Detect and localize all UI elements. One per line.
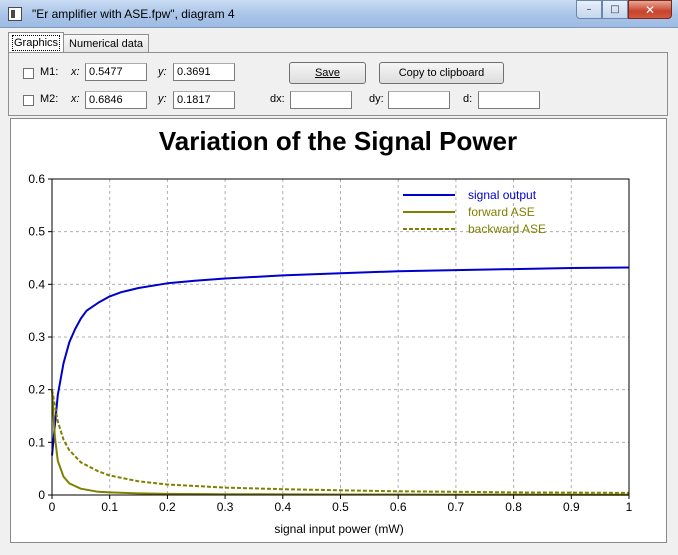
m1-x-field[interactable]: 0.5477 xyxy=(85,63,147,81)
plot-area[interactable] xyxy=(51,178,630,496)
tab-graphics[interactable]: Graphics xyxy=(8,32,65,52)
maximize-button[interactable]: □ xyxy=(602,0,628,19)
m2-y-field[interactable]: 0.1817 xyxy=(173,91,235,109)
chart-grid xyxy=(52,179,629,495)
y-tick-label: 0.1 xyxy=(28,435,45,449)
y-tick-label: 0.2 xyxy=(28,383,45,397)
x-tick-label: 1 xyxy=(626,500,633,514)
y-tick-label: 0.3 xyxy=(28,330,45,344)
copy-button-label: Copy to clipboard xyxy=(398,67,485,79)
x-tick-label: 0.7 xyxy=(448,500,465,514)
m2-y-label: y: xyxy=(158,93,167,105)
series-line-2 xyxy=(51,389,630,496)
window-controls: – □ ✕ xyxy=(576,0,672,20)
series-line-3 xyxy=(51,389,630,494)
x-tick-label: 0.3 xyxy=(217,500,234,514)
chart-series xyxy=(51,266,630,496)
legend-label: signal output xyxy=(468,188,537,202)
tab-bar: Graphics Numerical data xyxy=(8,32,150,52)
dy-field[interactable] xyxy=(388,91,450,109)
y-tick-label: 0.5 xyxy=(28,225,45,239)
close-button[interactable]: ✕ xyxy=(628,0,672,19)
x-tick-label: 0.9 xyxy=(563,500,580,514)
x-tick-label: 0.1 xyxy=(101,500,118,514)
legend-label: backward ASE xyxy=(468,222,546,236)
minimize-button[interactable]: – xyxy=(576,0,602,19)
dy-label: dy: xyxy=(369,93,384,105)
m2-checkbox[interactable] xyxy=(23,95,34,106)
y-tick-label: 0 xyxy=(38,488,45,502)
chart-panel: Variation of the Signal Power 0 0.1 0.2 0.3… xyxy=(10,118,667,543)
x-tick-label: 0.6 xyxy=(390,500,407,514)
chart-title: Variation of the Signal Power xyxy=(159,126,517,156)
x-tick-label: 0.5 xyxy=(332,500,349,514)
x-tick-label: 0.8 xyxy=(505,500,522,514)
chart-legend: signal output forward ASE backward ASE xyxy=(403,188,546,236)
m1-checkbox[interactable] xyxy=(23,68,34,79)
m2-x-label: x: xyxy=(71,93,80,105)
title-bar[interactable]: "Er amplifier with ASE.fpw", diagram 4 –… xyxy=(0,0,678,28)
tab-numerical-data-label: Numerical data xyxy=(69,37,144,50)
m1-y-field[interactable]: 0.3691 xyxy=(173,63,235,81)
series-line-1 xyxy=(51,266,630,456)
x-axis-label: signal input power (mW) xyxy=(274,522,403,536)
d-field[interactable] xyxy=(478,91,540,109)
save-button-label: Save xyxy=(314,67,341,79)
legend-label: forward ASE xyxy=(468,205,535,219)
window-title: "Er amplifier with ASE.fpw", diagram 4 xyxy=(32,7,235,21)
y-tick-label: 0.4 xyxy=(28,277,45,291)
y-tick-label: 0.6 xyxy=(28,172,45,186)
chart-svg: Variation of the Signal Power 0 0.1 0.2 0.3… xyxy=(28,126,632,536)
x-tick-label: 0.4 xyxy=(274,500,291,514)
tab-graphics-label: Graphics xyxy=(11,34,61,51)
m2-label: M2: xyxy=(40,93,59,105)
x-tick-label: 0.2 xyxy=(159,500,176,514)
x-tick-label: 0 xyxy=(49,500,56,514)
d-label: d: xyxy=(463,93,473,105)
app-icon[interactable] xyxy=(8,7,22,21)
m1-label: M1: xyxy=(40,66,59,78)
copy-to-clipboard-button[interactable]: Copy to clipboard xyxy=(379,62,504,84)
marker-panel: M1: x: 0.5477 y: 0.3691 Save Copy to cli… xyxy=(8,52,668,116)
m1-x-label: x: xyxy=(71,66,80,78)
save-button[interactable]: Save xyxy=(289,62,366,84)
chart-ticks: 0 0.1 0.2 0.3 0.4 0.5 0.6 0.7 0.8 0.9 1 0 0.1 0.2 0.3 0… xyxy=(28,172,632,514)
m1-y-label: y: xyxy=(158,66,167,78)
dx-label: dx: xyxy=(270,93,285,105)
tab-numerical-data[interactable]: Numerical data xyxy=(63,34,150,52)
m2-x-field[interactable]: 0.6846 xyxy=(85,91,147,109)
dx-field[interactable] xyxy=(290,91,352,109)
